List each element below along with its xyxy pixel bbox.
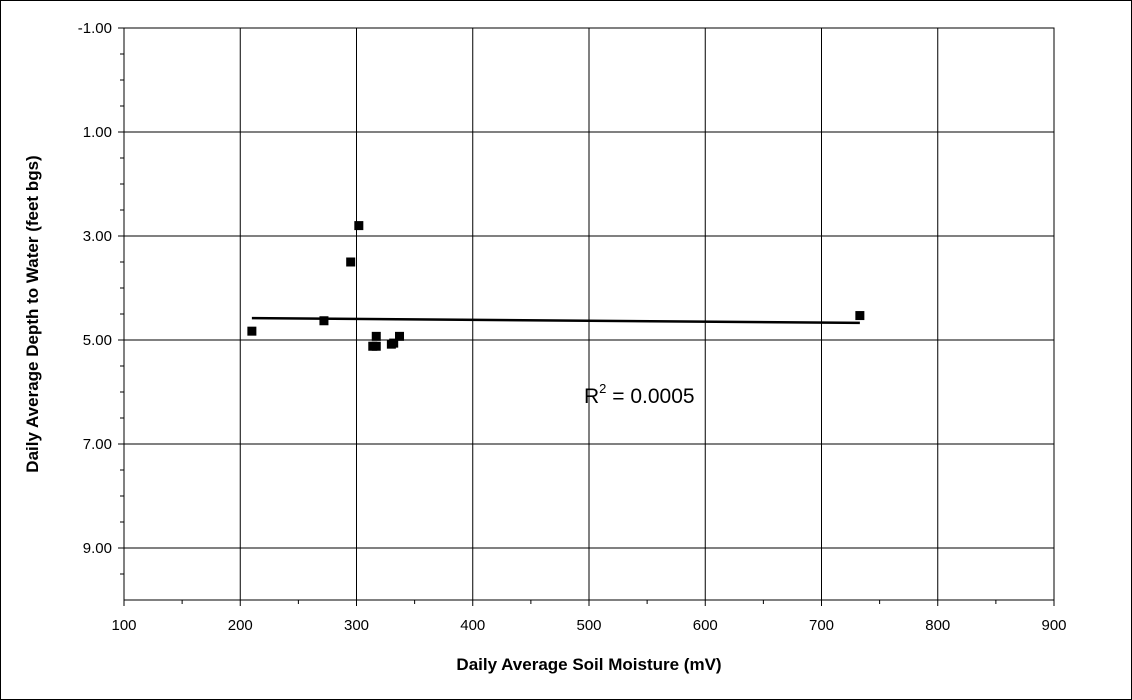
x-tick-label: 900 [1041,617,1066,634]
x-tick-label: 300 [344,617,369,634]
data-points [247,221,865,351]
trendline-layer [251,316,860,325]
data-point [371,341,381,351]
x-tick-label: 200 [228,617,253,634]
y-tick-label: 5.00 [83,332,112,349]
y-tick-label: 9.00 [83,540,112,557]
y-tick-label: 3.00 [83,228,112,245]
x-tick-label: 600 [693,617,718,634]
data-point [395,331,405,341]
x-tick-label: 100 [111,617,136,634]
data-point [319,316,329,326]
x-tick-label: 800 [925,617,950,634]
x-tick-label: 700 [809,617,834,634]
data-point [354,221,364,231]
r-squared-annotation: R2 = 0.0005 [584,381,695,408]
y-axis-title: Daily Average Depth to Water (feet bgs) [23,155,42,472]
y-tick-label: 1.00 [83,124,112,141]
data-point [389,338,399,348]
data-point [247,326,257,336]
r-squared-superscript: 2 [599,381,606,396]
data-point [346,257,356,267]
tick-labels: 100 200 300 400 500 600 700 800 900 -1.00 1.00 3.00… [78,20,1067,634]
r-squared-value: = 0.0005 [606,385,694,408]
x-tick-label: 400 [460,617,485,634]
data-point [855,311,865,321]
x-axis-title: Daily Average Soil Moisture (mV) [456,655,721,674]
y-tick-label: -1.00 [78,20,112,37]
trendline [251,316,860,325]
data-point [371,331,381,341]
r-squared-base: R [584,385,599,408]
grid [124,28,1054,600]
y-tick-label: 7.00 [83,436,112,453]
axes [118,27,1055,606]
x-tick-label: 500 [576,617,601,634]
